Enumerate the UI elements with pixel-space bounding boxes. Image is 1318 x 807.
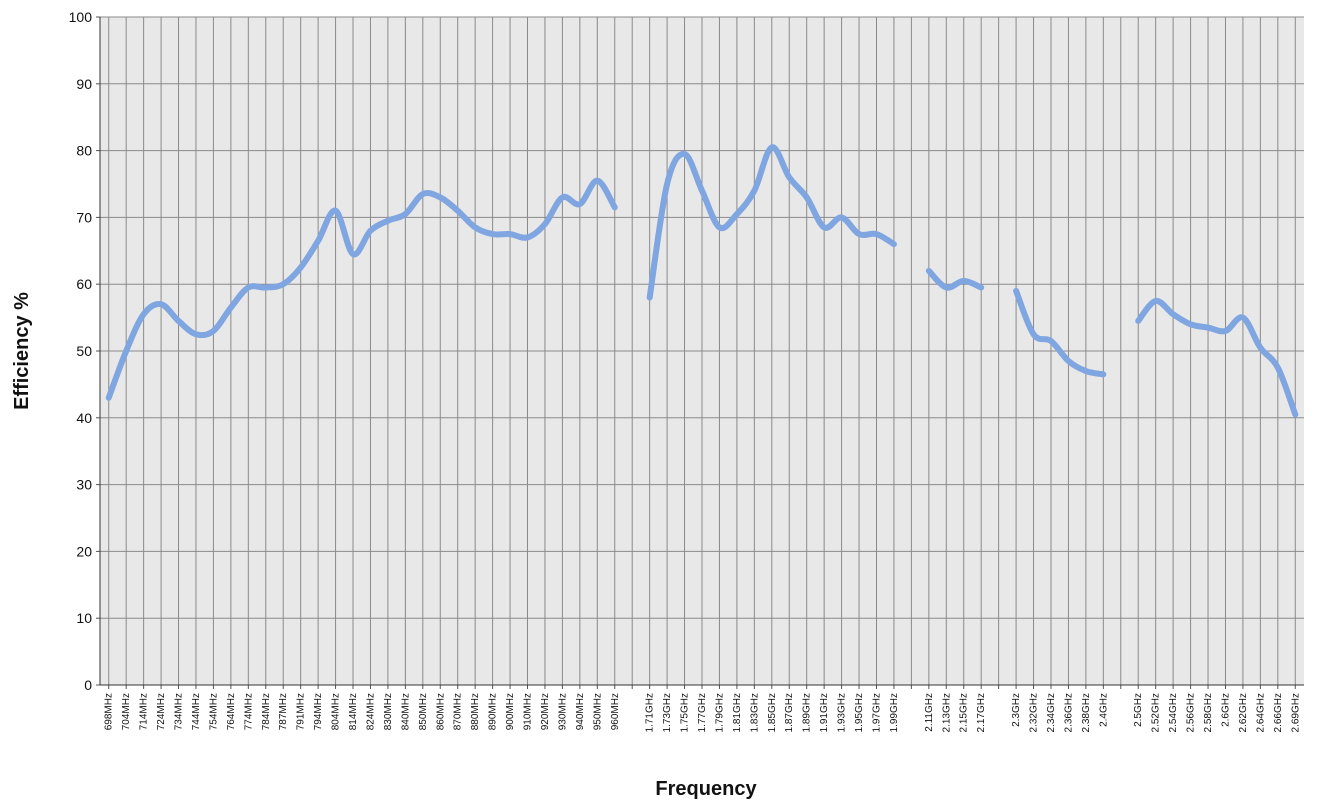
x-tick-label: 890MHz: [488, 693, 499, 730]
x-tick-label: 2.3GHz: [1011, 693, 1022, 727]
y-tick-label: 70: [76, 209, 92, 225]
x-tick-label: 1.87GHz: [784, 693, 795, 732]
x-axis-label: Frequency: [655, 778, 757, 800]
x-tick-label: 1.85GHz: [767, 693, 778, 732]
x-tick-label: 698MHz: [104, 693, 115, 730]
y-tick-label: 0: [84, 677, 92, 693]
x-tick-label: 1.83GHz: [749, 693, 760, 732]
y-tick-label: 20: [76, 543, 92, 559]
x-tick-label: 2.34GHz: [1046, 693, 1057, 732]
x-tick-label: 1.77GHz: [697, 693, 708, 732]
x-tick-label: 900MHz: [505, 693, 516, 730]
x-tick-label: 1.91GHz: [819, 693, 830, 732]
x-tick-label: 2.13GHz: [941, 693, 952, 732]
x-tick-label: 830MHz: [383, 693, 394, 730]
x-tick-label: 2.32GHz: [1029, 693, 1040, 732]
line-series: [105, 144, 1299, 418]
x-tick-label: 814MHz: [348, 693, 359, 730]
y-tick-label: 50: [76, 343, 92, 359]
x-tick-label: 804MHz: [331, 693, 342, 730]
x-tick-label: 920MHz: [540, 693, 551, 730]
y-axis-label: Efficiency %: [11, 292, 33, 410]
x-tick-label: 2.4GHz: [1098, 693, 1109, 727]
x-tick-label: 2.54GHz: [1168, 693, 1179, 732]
x-tick-label: 2.17GHz: [976, 693, 987, 732]
x-tick-label: 1.95GHz: [854, 693, 865, 732]
x-tick-label: 2.15GHz: [959, 693, 970, 732]
x-tick-label: 2.62GHz: [1238, 693, 1249, 732]
x-tick-label: 2.58GHz: [1203, 693, 1214, 732]
x-tick-label: 950MHz: [592, 693, 603, 730]
x-tick-label: 2.56GHz: [1186, 693, 1197, 732]
x-tick-label: 2.69GHz: [1290, 693, 1301, 732]
x-tick-label: 2.52GHz: [1151, 693, 1162, 732]
x-tick-label: 1.89GHz: [802, 693, 813, 732]
x-tick-label: 774MHz: [243, 693, 254, 730]
y-tick-label: 60: [76, 276, 92, 292]
x-tick-label: 870MHz: [453, 693, 464, 730]
x-tick-label: 2.5GHz: [1133, 693, 1144, 727]
x-tick-label: 2.64GHz: [1255, 693, 1266, 732]
x-tick-label: 910MHz: [523, 693, 534, 730]
x-tick-label: 860MHz: [435, 693, 446, 730]
y-tick-label: 90: [76, 76, 92, 92]
x-tick-label: 791MHz: [296, 693, 307, 730]
x-tick-label: 2.66GHz: [1273, 693, 1284, 732]
y-tick-label: 40: [76, 410, 92, 426]
x-tick-label: 850MHz: [418, 693, 429, 730]
y-tick-label: 100: [69, 9, 93, 25]
x-tick-label: 734MHz: [174, 693, 185, 730]
x-tick-label: 744MHz: [191, 693, 202, 730]
x-tick-label: 940MHz: [575, 693, 586, 730]
x-tick-label: 784MHz: [261, 693, 272, 730]
x-tick-label: 1.79GHz: [714, 693, 725, 732]
x-tick-label: 787MHz: [278, 693, 289, 730]
x-tick-label: 704MHz: [121, 693, 132, 730]
y-tick-label: 10: [76, 610, 92, 626]
x-tick-label: 960MHz: [610, 693, 621, 730]
x-tick-label: 1.93GHz: [837, 693, 848, 732]
x-tick-label: 1.97GHz: [871, 693, 882, 732]
x-tick-label: 764MHz: [226, 693, 237, 730]
x-tick-label: 2.38GHz: [1081, 693, 1092, 732]
x-tick-label: 1.71GHz: [645, 693, 656, 732]
y-tick-label: 30: [76, 477, 92, 493]
x-tick-label: 2.11GHz: [924, 693, 935, 732]
x-tick-label: 880MHz: [470, 693, 481, 730]
x-tick-label: 794MHz: [313, 693, 324, 730]
x-tick-label: 930MHz: [557, 693, 568, 730]
x-tick-label: 1.81GHz: [732, 693, 743, 732]
x-tick-label: 724MHz: [156, 693, 167, 730]
y-tick-label: 80: [76, 143, 92, 159]
x-tick-label: 1.73GHz: [662, 693, 673, 732]
x-tick-label: 754MHz: [208, 693, 219, 730]
x-tick-label: 840MHz: [400, 693, 411, 730]
x-tick-label: 714MHz: [139, 693, 150, 730]
x-tick-label: 1.99GHz: [889, 693, 900, 732]
x-tick-label: 2.6GHz: [1220, 693, 1231, 727]
x-tick-label: 2.36GHz: [1063, 693, 1074, 732]
x-tick-label: 1.75GHz: [680, 693, 691, 732]
x-tick-label: 824MHz: [365, 693, 376, 730]
